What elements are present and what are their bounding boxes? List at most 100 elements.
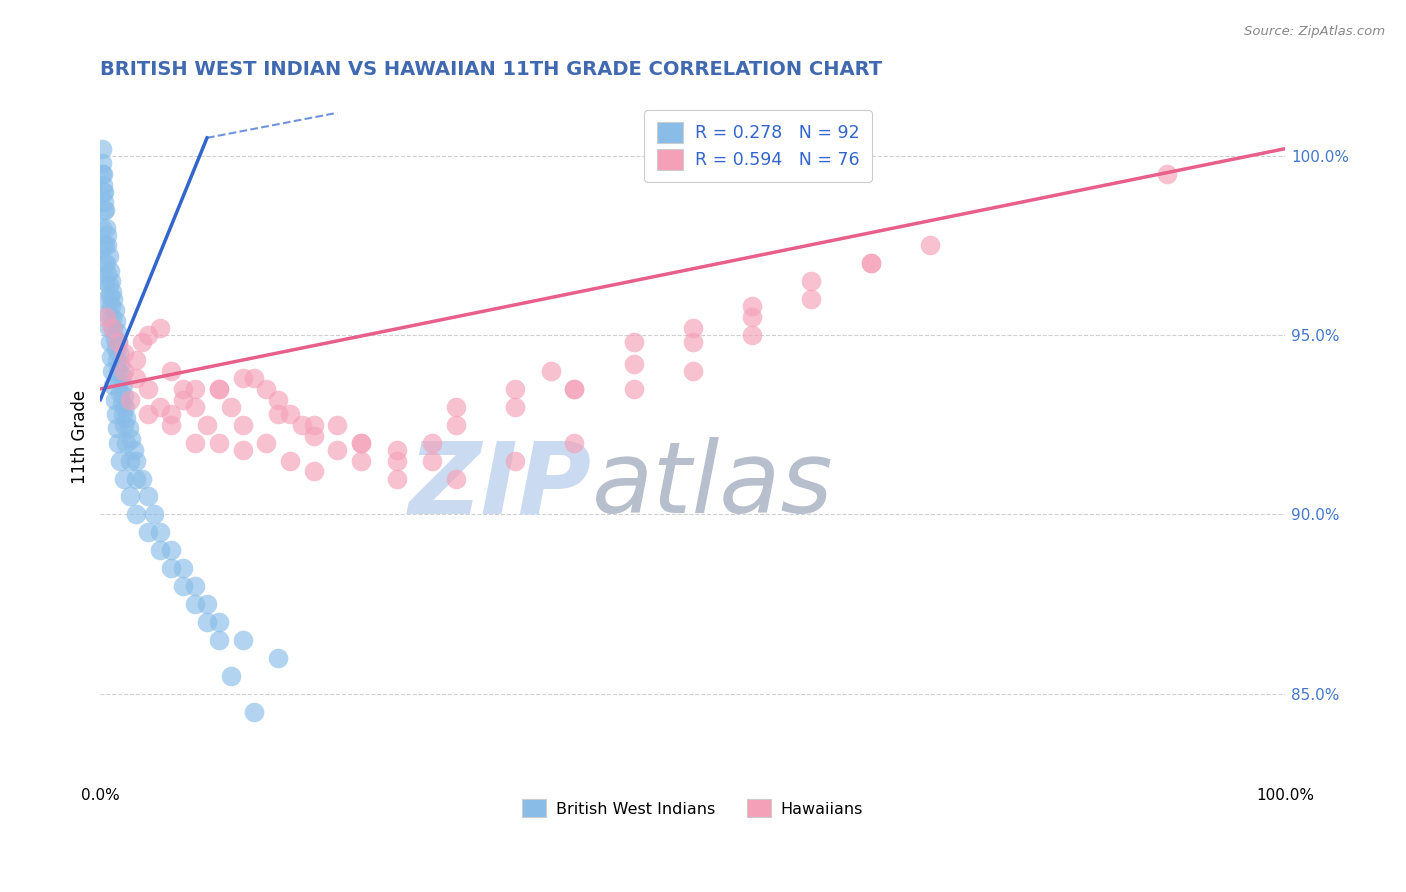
Point xyxy=(97,249,120,263)
Point xyxy=(105,421,128,435)
Point xyxy=(208,382,231,396)
Point xyxy=(503,453,526,467)
Point xyxy=(112,472,135,486)
Point xyxy=(184,579,207,593)
Point xyxy=(122,442,145,457)
Point xyxy=(232,417,254,432)
Point xyxy=(149,525,172,540)
Point xyxy=(623,335,645,350)
Point xyxy=(125,353,148,368)
Point xyxy=(103,332,125,346)
Point xyxy=(195,597,218,611)
Point xyxy=(94,238,117,252)
Point xyxy=(278,407,301,421)
Point xyxy=(160,364,183,378)
Point xyxy=(111,396,134,410)
Point xyxy=(232,371,254,385)
Point xyxy=(101,321,124,335)
Point xyxy=(800,274,823,288)
Point xyxy=(131,335,153,350)
Point xyxy=(562,435,585,450)
Y-axis label: 11th Grade: 11th Grade xyxy=(72,391,89,484)
Point xyxy=(115,435,138,450)
Point xyxy=(172,392,194,407)
Point xyxy=(125,371,148,385)
Point xyxy=(682,364,704,378)
Point xyxy=(112,417,135,432)
Point xyxy=(90,142,112,156)
Point xyxy=(326,442,349,457)
Point xyxy=(112,346,135,360)
Point xyxy=(105,353,128,368)
Point xyxy=(96,238,118,252)
Point xyxy=(112,364,135,378)
Point xyxy=(149,543,172,558)
Point xyxy=(149,321,172,335)
Point xyxy=(91,156,114,170)
Point xyxy=(160,417,183,432)
Point xyxy=(115,410,138,425)
Point xyxy=(682,335,704,350)
Point xyxy=(91,238,114,252)
Point xyxy=(184,435,207,450)
Point xyxy=(100,300,122,314)
Point xyxy=(91,185,114,199)
Point xyxy=(118,392,141,407)
Point xyxy=(93,256,115,270)
Point xyxy=(918,238,941,252)
Point xyxy=(105,325,128,339)
Point xyxy=(302,428,325,442)
Point xyxy=(100,274,122,288)
Point xyxy=(385,442,408,457)
Point xyxy=(326,417,349,432)
Point xyxy=(623,357,645,371)
Point xyxy=(243,371,266,385)
Point xyxy=(267,651,290,665)
Point xyxy=(184,382,207,396)
Point xyxy=(302,417,325,432)
Point xyxy=(1156,167,1178,181)
Text: ZIP: ZIP xyxy=(409,437,592,534)
Point xyxy=(136,382,159,396)
Point xyxy=(96,307,118,321)
Point xyxy=(444,417,467,432)
Point xyxy=(195,417,218,432)
Point xyxy=(93,185,115,199)
Point xyxy=(96,227,118,242)
Point xyxy=(108,375,131,389)
Point xyxy=(136,407,159,421)
Point xyxy=(420,435,443,450)
Point xyxy=(97,321,120,335)
Point xyxy=(125,508,148,522)
Point xyxy=(741,328,763,343)
Point xyxy=(136,490,159,504)
Point xyxy=(103,303,125,318)
Point xyxy=(96,292,118,306)
Point xyxy=(104,314,127,328)
Point xyxy=(96,267,118,281)
Point xyxy=(682,321,704,335)
Point xyxy=(114,400,136,414)
Point xyxy=(118,490,141,504)
Point xyxy=(101,310,124,325)
Point xyxy=(118,453,141,467)
Point xyxy=(98,263,121,277)
Point xyxy=(350,435,373,450)
Point xyxy=(118,421,141,435)
Point xyxy=(110,453,132,467)
Point xyxy=(110,385,132,400)
Point xyxy=(208,615,231,629)
Point xyxy=(254,382,277,396)
Point xyxy=(149,400,172,414)
Point xyxy=(93,202,115,217)
Point xyxy=(562,382,585,396)
Point xyxy=(94,274,117,288)
Point xyxy=(243,705,266,719)
Point xyxy=(172,561,194,575)
Point xyxy=(96,256,118,270)
Point xyxy=(91,167,114,181)
Point xyxy=(131,472,153,486)
Point xyxy=(101,364,124,378)
Text: BRITISH WEST INDIAN VS HAWAIIAN 11TH GRADE CORRELATION CHART: BRITISH WEST INDIAN VS HAWAIIAN 11TH GRA… xyxy=(100,60,883,78)
Point xyxy=(103,292,125,306)
